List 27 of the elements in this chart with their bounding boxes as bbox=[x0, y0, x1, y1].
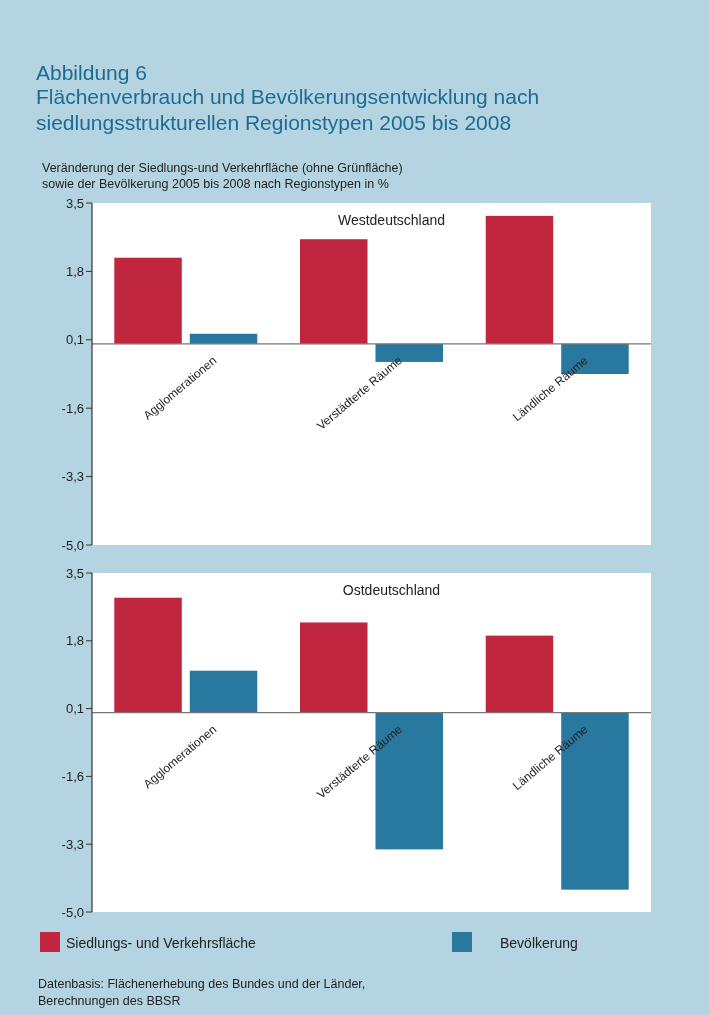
y-axis-title: Veränderung der Siedlungs-und Verkehrfläche (ohne Grünfläche) sowie der Bevölkerung 2005 bis 2008 nach Regionstypen in % bbox=[42, 161, 403, 191]
y-tick-label: 0,1 bbox=[65, 701, 84, 717]
bar bbox=[189, 670, 258, 713]
bar bbox=[114, 597, 182, 713]
legend-label: Siedlungs- und Verkehrsfläche bbox=[66, 935, 257, 951]
bar bbox=[300, 239, 368, 344]
bar bbox=[485, 635, 554, 713]
y-tick-label: -3,3 bbox=[61, 469, 84, 485]
text: Datenbasis: Flächenerhebung des Bundes und der Länder, Berechnungen des BBSR bbox=[38, 977, 366, 1008]
y-tick-label: 1,8 bbox=[65, 633, 84, 649]
y-tick-label: 0,1 bbox=[65, 332, 84, 348]
y-tick-label: -5,0 bbox=[61, 537, 84, 553]
text: Ostdeutschland bbox=[342, 582, 441, 598]
bar bbox=[114, 257, 182, 344]
text: Abbildung 6 bbox=[36, 61, 147, 84]
text: Flächenverbrauch und Bevölkerungsentwicklung nach siedlungsstrukturellen Regionstypen 2005 bis 2008 bbox=[36, 85, 540, 134]
y-tick-label: -1,6 bbox=[61, 400, 84, 416]
bar bbox=[485, 215, 554, 344]
legend-label: Bevölkerung bbox=[500, 935, 578, 951]
y-tick-label: 1,8 bbox=[65, 263, 84, 279]
y-tick-label: -1,6 bbox=[61, 768, 84, 784]
y-tick-label: -5,0 bbox=[61, 904, 84, 920]
y-tick-label: 3,5 bbox=[65, 565, 84, 581]
y-tick-label: 3,5 bbox=[65, 195, 84, 211]
text: Westdeutschland bbox=[337, 212, 446, 228]
y-tick-label: -3,3 bbox=[61, 836, 84, 852]
bar bbox=[300, 622, 368, 713]
